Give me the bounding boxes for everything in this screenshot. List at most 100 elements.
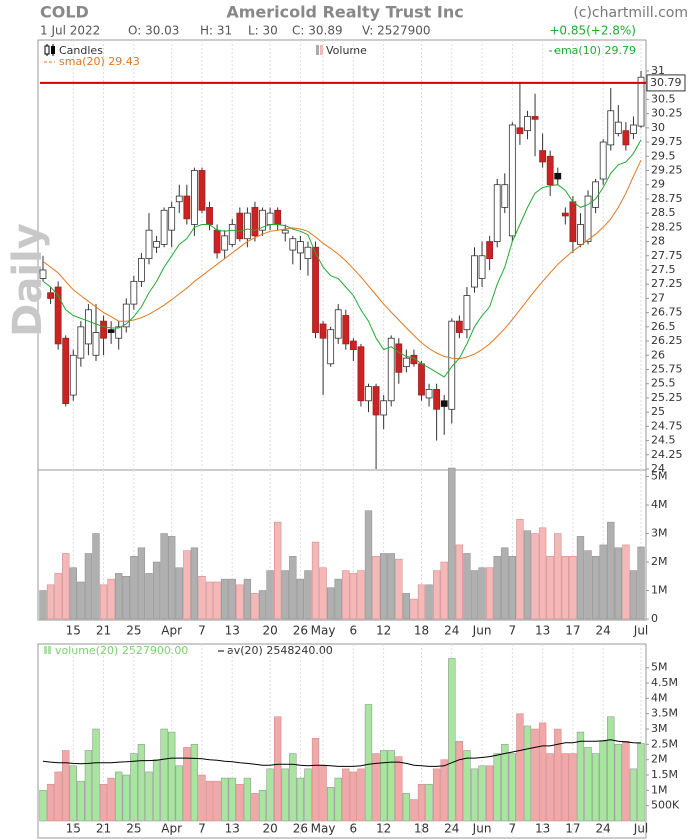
y-tick-label: 27.75: [651, 249, 683, 262]
volume-bar: [152, 759, 161, 822]
x-tick-label: 13: [225, 624, 240, 638]
volume-bar: [251, 593, 259, 620]
volume-bar: [372, 556, 380, 620]
candle-body: [508, 124, 516, 237]
volume-bar: [137, 744, 146, 822]
volume-bar: [410, 799, 418, 822]
candle-body: [107, 329, 115, 333]
volume-bar: [281, 768, 289, 822]
x-tick-label: 26: [293, 822, 308, 836]
y-tick-label: 31: [651, 64, 665, 77]
x-tick-label: 13: [535, 624, 550, 638]
volume-bar: [107, 578, 115, 620]
volume-bar: [508, 556, 516, 620]
candle-body: [175, 195, 183, 203]
y-tick-label: 0: [651, 612, 658, 625]
volume-bar: [440, 561, 448, 620]
y-tick-label: 3M: [651, 527, 668, 540]
candle-body: [190, 170, 198, 225]
y-tick-label: 1.5M: [651, 768, 678, 781]
x-tick-label: 24: [444, 822, 459, 836]
candle-body: [440, 400, 448, 407]
volume-bar: [327, 587, 335, 620]
candle-body: [501, 184, 509, 208]
candle-body: [85, 309, 92, 345]
x-tick-label: 12: [376, 624, 391, 638]
open: O: 30.03: [128, 24, 179, 38]
frames: [37, 39, 647, 839]
x-tick-label: 13: [535, 822, 550, 836]
candle-body: [236, 212, 244, 240]
volume-bar: [357, 768, 365, 822]
candle-body: [69, 354, 77, 396]
volume-bar: [205, 581, 214, 620]
y-tick-label: 27.25: [651, 277, 683, 290]
volume-bar: [485, 567, 494, 620]
candle-body: [607, 110, 615, 146]
volume-bar: [84, 553, 93, 620]
volume-bar: [115, 771, 123, 822]
x-tick-label: 21: [96, 624, 111, 638]
volume-bar: [175, 567, 183, 620]
credit: (c)chartmill.com: [573, 5, 688, 21]
candle-body: [304, 246, 312, 260]
candle-body: [92, 332, 100, 356]
candle-body: [410, 354, 418, 365]
volume-bar: [463, 553, 471, 620]
candle-body: [614, 121, 622, 134]
volume-bar: [99, 783, 108, 822]
volume-bar: [130, 556, 138, 620]
volume-bar: [190, 744, 199, 822]
volume-bar: [448, 658, 456, 822]
volume-bar: [205, 780, 214, 822]
candle-body: [554, 172, 562, 180]
volume-bar: [576, 536, 585, 620]
volume-bar: [637, 743, 645, 822]
volume-bar: [342, 768, 350, 822]
volume-bar: [39, 790, 47, 822]
volume-bar: [258, 590, 267, 620]
icon: [44, 45, 50, 55]
candle-body: [251, 207, 259, 237]
volume-bar: [538, 527, 547, 620]
volume-bar: [508, 753, 516, 822]
volume-bar: [470, 768, 479, 822]
candle-body: [138, 258, 145, 282]
volume-bar: [130, 753, 138, 822]
x-tick-label: 7: [509, 822, 517, 836]
volume-bar: [614, 744, 622, 822]
volume-bar: [69, 567, 77, 620]
volume-bar: [425, 783, 433, 822]
volume-bar: [77, 780, 85, 822]
volume-bar: [501, 744, 509, 822]
volume-bar: [289, 556, 297, 620]
candle-body: [357, 346, 365, 402]
candle-body: [130, 280, 138, 305]
x-tick-label: Jul: [633, 624, 648, 638]
candle-body: [296, 241, 304, 254]
candle-body: [334, 309, 342, 339]
period-watermark: Daily: [5, 223, 51, 337]
volume-bar: [62, 750, 70, 822]
x-tick-label: 25: [126, 822, 141, 836]
volume-bar: [546, 556, 554, 620]
volume-bar: [92, 533, 100, 620]
volume-bar: [417, 584, 426, 620]
volume-bar: [607, 716, 615, 822]
last-price-label: 30.79: [650, 76, 682, 89]
candle-body: [145, 229, 153, 260]
candle-body: [289, 238, 297, 251]
x-tick-label: Jun: [472, 624, 492, 638]
candle-body: [47, 292, 54, 299]
candle-body: [402, 357, 410, 368]
candle-body: [584, 195, 592, 242]
volume-bar: [470, 570, 479, 620]
volume-bar: [145, 573, 153, 620]
candle-body: [160, 209, 168, 245]
candle-body: [561, 212, 569, 217]
volume-bar: [395, 558, 403, 620]
volume-bar: [478, 765, 486, 822]
volume-bar: [311, 737, 320, 822]
volume-bar: [372, 753, 380, 822]
volume-bar: [221, 578, 229, 620]
